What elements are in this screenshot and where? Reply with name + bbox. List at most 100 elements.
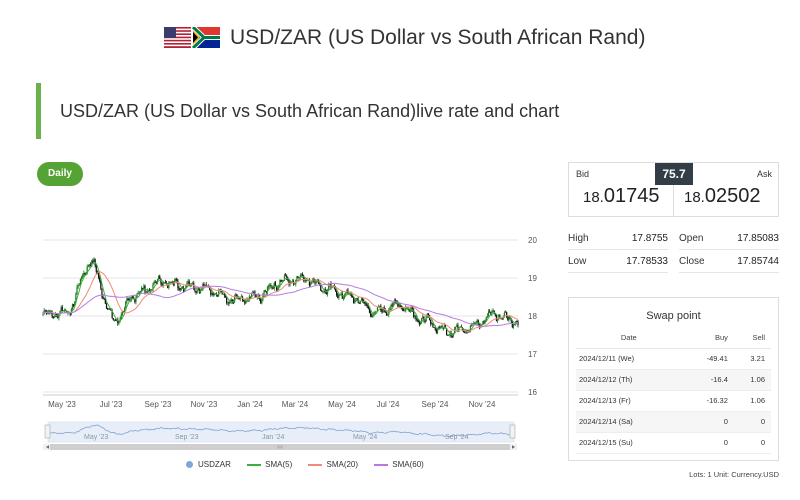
page-title: USD/ZAR (US Dollar vs South African Rand… xyxy=(230,26,646,49)
candle-body xyxy=(136,293,138,298)
candle-body xyxy=(354,301,356,304)
candle-body xyxy=(63,310,66,312)
candle-body xyxy=(142,288,144,289)
table-row: 2024/12/12 (Th) -16.4 1.06 xyxy=(576,369,771,391)
candle-body xyxy=(60,307,62,312)
candle-body xyxy=(401,307,403,310)
candle-body xyxy=(249,296,252,298)
candle-body xyxy=(230,299,232,302)
candle-body xyxy=(248,296,250,301)
navigator-tick-label: Jan '24 xyxy=(262,434,284,441)
candle-body xyxy=(238,298,240,300)
candle-body xyxy=(91,260,93,267)
candle-body xyxy=(336,291,338,296)
legend-item-sma60[interactable]: SMA(60) xyxy=(374,460,424,469)
candle-body xyxy=(516,321,518,323)
candle-body xyxy=(389,307,391,311)
candle-body xyxy=(86,266,88,274)
candle-body xyxy=(77,285,79,288)
scroll-left-arrow-icon[interactable] xyxy=(46,445,49,449)
swap-sell: 1.06 xyxy=(727,369,771,391)
candle-body xyxy=(159,276,161,279)
candle-body xyxy=(266,287,269,293)
candle-body xyxy=(143,285,145,289)
candle-body xyxy=(364,302,366,304)
x-tick-label: Sep '23 xyxy=(145,400,172,409)
candle-body xyxy=(73,304,75,307)
candle-body xyxy=(235,294,237,297)
x-tick-label: Nov '23 xyxy=(191,400,218,409)
candle-body xyxy=(127,298,129,300)
bid-value: 18.01745 xyxy=(583,185,659,208)
price-chart-svg[interactable]: 20 19 18 17 16 May '23 Jul '23 Sep '23 Nov '23 Ja… xyxy=(40,200,550,470)
candle-body xyxy=(199,289,202,294)
candle-body xyxy=(139,290,142,293)
quote-divider xyxy=(673,185,674,216)
candle-body xyxy=(325,292,328,295)
candle-body xyxy=(124,308,126,313)
candle-body xyxy=(179,288,181,290)
candle-body xyxy=(279,279,281,286)
section-title: USD/ZAR (US Dollar vs South African Rand… xyxy=(60,101,560,121)
navigator-handle-left[interactable] xyxy=(44,424,51,439)
candle-body xyxy=(338,294,340,299)
candle-body xyxy=(482,321,484,325)
daily-period-button[interactable]: Daily xyxy=(37,162,83,186)
candle-body xyxy=(185,285,187,289)
navigator-handle-right[interactable] xyxy=(509,424,516,439)
candle-body xyxy=(270,285,272,287)
us-flag-icon xyxy=(164,27,191,48)
candle-body xyxy=(168,282,170,288)
candle-body xyxy=(76,287,78,295)
candle-body xyxy=(158,276,160,280)
candle-body xyxy=(431,323,433,325)
candle-body xyxy=(402,309,405,311)
candle-body xyxy=(281,280,283,282)
candle-body xyxy=(210,289,212,295)
legend-marker-usdzar xyxy=(186,461,193,469)
y-tick-label: 16 xyxy=(528,388,537,397)
candle-body xyxy=(506,312,508,318)
legend-item-sma20[interactable]: SMA(20) xyxy=(308,460,358,469)
price-chart[interactable]: 20 19 18 17 16 May '23 Jul '23 Sep '23 Nov '23 Ja… xyxy=(40,200,550,470)
candle-body xyxy=(245,299,247,304)
swap-date: 2024/12/12 (Th) xyxy=(576,369,679,391)
candle-body xyxy=(490,312,492,315)
candle-body xyxy=(80,277,83,279)
candle-body xyxy=(416,318,418,321)
swap-date: 2024/12/11 (We) xyxy=(576,348,679,370)
candle-body xyxy=(451,336,453,337)
scroll-right-arrow-icon[interactable] xyxy=(512,445,515,449)
stat-open-value: 17.85083 xyxy=(737,233,779,244)
candle-body xyxy=(255,295,257,298)
candle-body xyxy=(78,284,80,286)
x-tick-label: Sep '24 xyxy=(422,400,449,409)
candle-body xyxy=(196,289,198,293)
candle-body xyxy=(342,297,345,299)
candle-body xyxy=(372,314,374,317)
legend-label-sma60: SMA(60) xyxy=(392,460,424,469)
candle-body xyxy=(461,327,464,331)
candle-body xyxy=(224,295,227,298)
stat-high: High 17.8755 xyxy=(568,228,668,250)
candle-body xyxy=(211,292,213,295)
candle-body xyxy=(244,301,246,304)
legend-item-usdzar[interactable]: USDZAR xyxy=(186,460,231,469)
spread-badge: 75.7 xyxy=(655,163,693,185)
legend-item-sma5[interactable]: SMA(5) xyxy=(247,460,292,469)
candle-body xyxy=(311,282,313,285)
candle-body xyxy=(282,280,284,281)
candle-body xyxy=(305,279,307,281)
candle-body xyxy=(126,298,128,302)
candle-body xyxy=(111,310,113,319)
candle-body xyxy=(250,292,253,297)
candle-body xyxy=(476,320,478,324)
candle-body xyxy=(83,273,85,275)
lots-note: Lots: 1 Unit: Currency.USD xyxy=(689,470,779,479)
candle-body xyxy=(349,293,351,295)
legend-label-sma20: SMA(20) xyxy=(326,460,359,469)
candle-body xyxy=(473,322,475,324)
candle-body xyxy=(154,281,156,283)
candle-body xyxy=(229,301,231,304)
navigator-tick-label: Sep '24 xyxy=(445,434,469,441)
